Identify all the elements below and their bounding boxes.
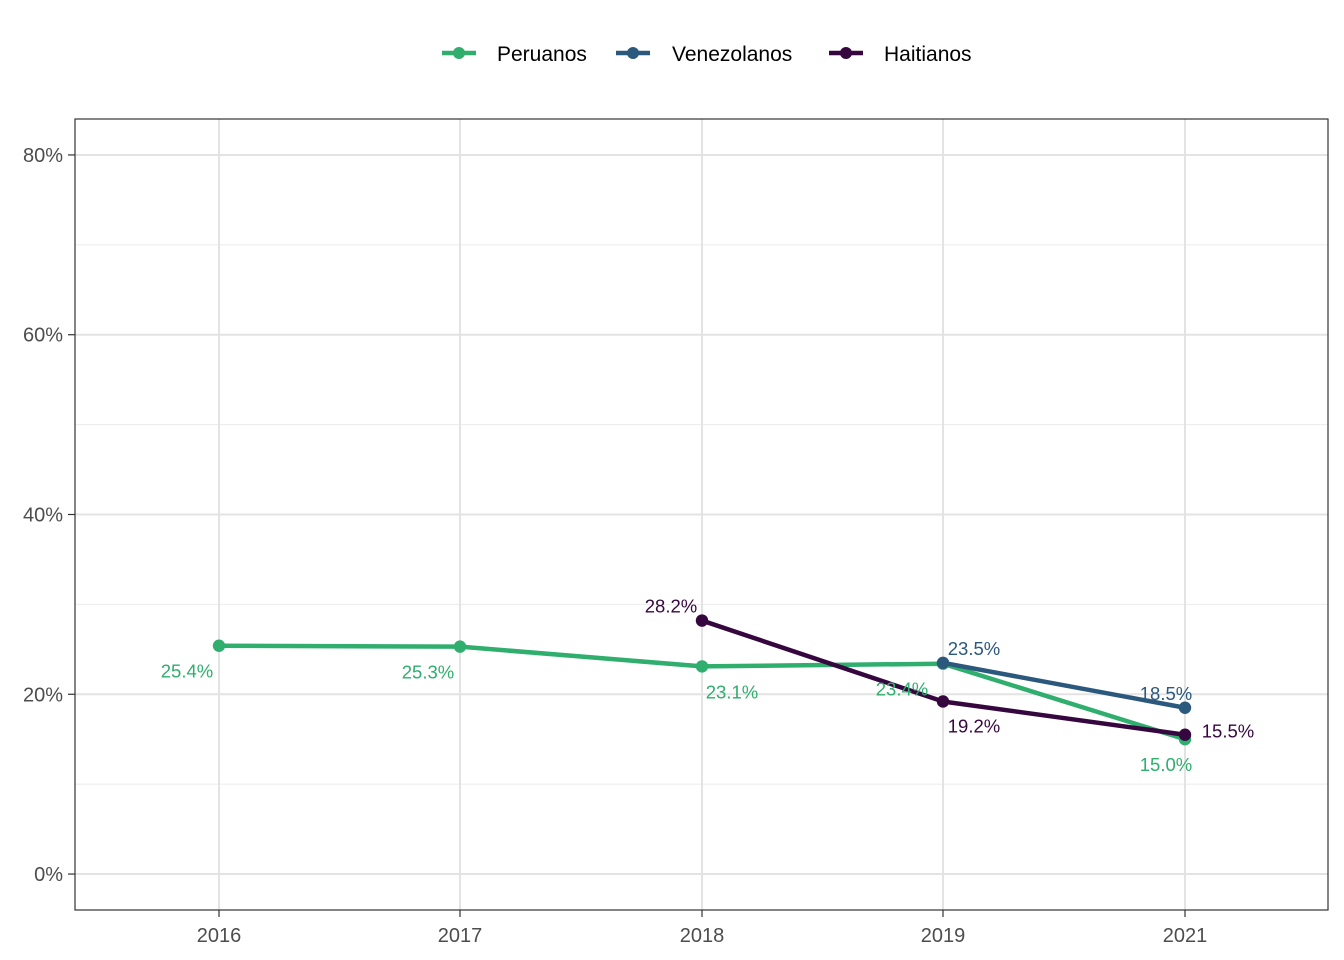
x-tick-label: 2018 (680, 925, 725, 947)
y-tick-label: 60% (23, 325, 63, 347)
x-tick-label: 2016 (197, 925, 242, 947)
data-label-peruanos: 15.0% (1140, 754, 1192, 775)
legend-label-peruanos: Peruanos (497, 43, 587, 66)
series-layer (212, 614, 1192, 746)
data-point-peruanos (695, 660, 709, 673)
legend-item-peruanos: Peruanos (442, 43, 587, 66)
axes: 0% 20% 40% 60% 80% 2016 2017 2018 2019 2021 (23, 145, 1207, 947)
data-label-peruanos: 25.3% (402, 662, 454, 683)
x-tick-label: 2021 (1163, 925, 1208, 947)
legend-item-venezolanos: Venezolanos (616, 43, 792, 66)
data-label-venezolanos: 23.5% (948, 638, 1000, 659)
data-point-venezolanos (936, 656, 950, 670)
data-point-haitianos (695, 614, 709, 627)
data-label-venezolanos: 18.5% (1140, 683, 1192, 704)
series-line-venezolanos (942, 660, 1186, 710)
y-tick-label: 40% (23, 505, 63, 527)
data-label-haitianos: 19.2% (948, 715, 1000, 736)
legend-key-point-haitianos (840, 47, 852, 59)
legend: Peruanos Venezolanos Haitianos (442, 43, 972, 66)
legend-item-haitianos: Haitianos (829, 43, 972, 66)
data-label-peruanos: 25.4% (161, 661, 213, 682)
data-point-haitianos (936, 695, 950, 708)
data-point-haitianos (1178, 728, 1192, 741)
data-point-venezolanos (1178, 701, 1192, 714)
legend-key-point-venezolanos (627, 47, 639, 59)
grid (75, 119, 1328, 910)
y-tick-label: 0% (34, 864, 63, 886)
x-tick-label: 2017 (438, 925, 483, 947)
data-label-haitianos: 28.2% (645, 596, 697, 617)
data-point-peruanos (453, 640, 467, 653)
legend-label-venezolanos: Venezolanos (672, 43, 792, 66)
data-label-peruanos: 23.4% (876, 679, 928, 700)
y-tick-label: 80% (23, 145, 63, 167)
y-tick-label: 20% (23, 684, 63, 706)
legend-label-haitianos: Haitianos (884, 43, 972, 66)
legend-key-point-peruanos (453, 47, 465, 59)
data-point-peruanos (212, 639, 226, 652)
data-label-haitianos: 15.5% (1202, 721, 1254, 742)
data-labels: 25.4% 25.3% 23.1% 23.4% 15.0% 23.5% 18.5% 28.2%… (161, 596, 1254, 776)
x-tick-label: 2019 (921, 925, 966, 947)
data-label-peruanos: 23.1% (706, 681, 758, 702)
